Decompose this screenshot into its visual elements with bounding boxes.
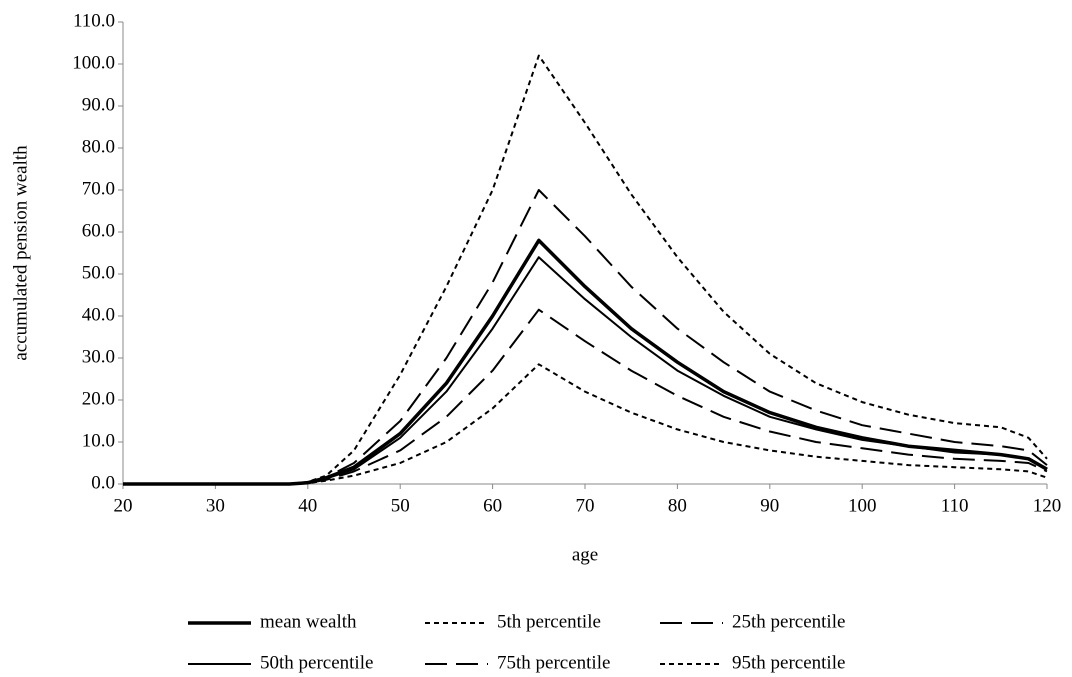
y-tick-label: 90.0 <box>82 94 115 115</box>
series-line <box>123 308 1048 485</box>
series-line <box>123 363 1048 485</box>
y-tick-label: 0.0 <box>91 472 115 493</box>
y-axis-label: accumulated pension wealth <box>10 145 31 361</box>
legend-label: 95th percentile <box>732 652 845 673</box>
legend-label: mean wealth <box>260 611 357 632</box>
x-tick-label: 40 <box>298 495 317 516</box>
y-tick-label: 80.0 <box>82 136 115 157</box>
y-tick-label: 50.0 <box>82 262 115 283</box>
y-tick-label: 40.0 <box>82 304 115 325</box>
x-tick-label: 20 <box>114 495 133 516</box>
x-tick-label: 120 <box>1033 495 1062 516</box>
x-tick-label: 80 <box>668 495 687 516</box>
series-line <box>123 256 1048 485</box>
legend-label: 25th percentile <box>732 611 845 632</box>
legend-label: 5th percentile <box>497 611 601 632</box>
legend-label: 50th percentile <box>260 652 373 673</box>
series-line <box>123 54 1048 485</box>
x-tick-label: 60 <box>483 495 502 516</box>
y-tick-label: 60.0 <box>82 220 115 241</box>
y-tick-label: 100.0 <box>72 52 115 73</box>
x-tick-label: 90 <box>760 495 779 516</box>
y-tick-label: 10.0 <box>82 430 115 451</box>
y-tick-label: 110.0 <box>73 10 115 31</box>
y-tick-label: 30.0 <box>82 346 115 367</box>
x-tick-label: 30 <box>206 495 225 516</box>
series-line <box>123 238 1048 486</box>
x-axis-label: age <box>572 544 598 565</box>
y-tick-label: 20.0 <box>82 388 115 409</box>
legend-label: 75th percentile <box>497 652 610 673</box>
x-tick-label: 50 <box>391 495 410 516</box>
x-tick-label: 70 <box>576 495 595 516</box>
series-line <box>123 189 1048 485</box>
y-tick-label: 70.0 <box>82 178 115 199</box>
x-tick-label: 100 <box>848 495 877 516</box>
x-tick-label: 110 <box>941 495 969 516</box>
